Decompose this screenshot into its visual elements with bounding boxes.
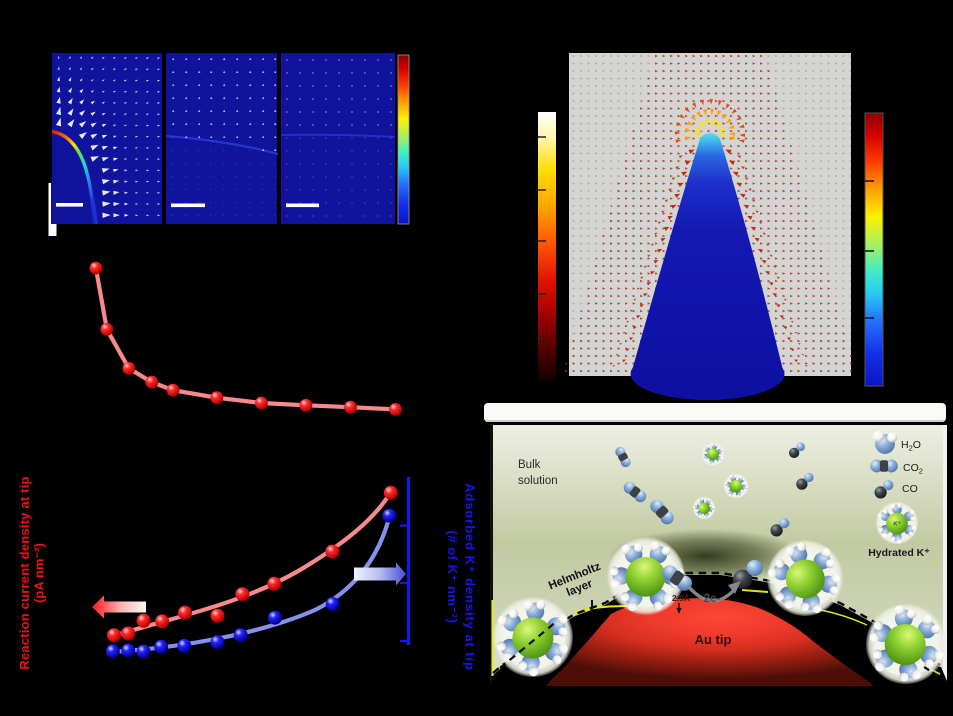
svg-text:Adsorbed K⁺ density at tip: Adsorbed K⁺ density at tip xyxy=(463,483,478,671)
svg-text:Hydrated K⁺: Hydrated K⁺ xyxy=(868,547,930,559)
svg-text:CO: CO xyxy=(902,483,918,495)
svg-text:(pA nm⁻²): (pA nm⁻²) xyxy=(32,543,47,603)
svg-text:K⁺: K⁺ xyxy=(893,521,900,528)
svg-text:2.9Å: 2.9Å xyxy=(672,593,690,603)
svg-text:Bulk: Bulk xyxy=(518,459,541,471)
svg-text:solution: solution xyxy=(518,475,558,487)
svg-text:Reaction current density at ti: Reaction current density at tip xyxy=(17,476,32,669)
svg-text:H2O: H2O xyxy=(901,439,921,453)
svg-text:(# of K⁺ nm⁻²): (# of K⁺ nm⁻²) xyxy=(445,531,460,624)
svg-text:Au tip: Au tip xyxy=(695,632,732,647)
svg-text:2e-: 2e- xyxy=(704,593,721,605)
svg-text:CO2: CO2 xyxy=(903,462,923,476)
